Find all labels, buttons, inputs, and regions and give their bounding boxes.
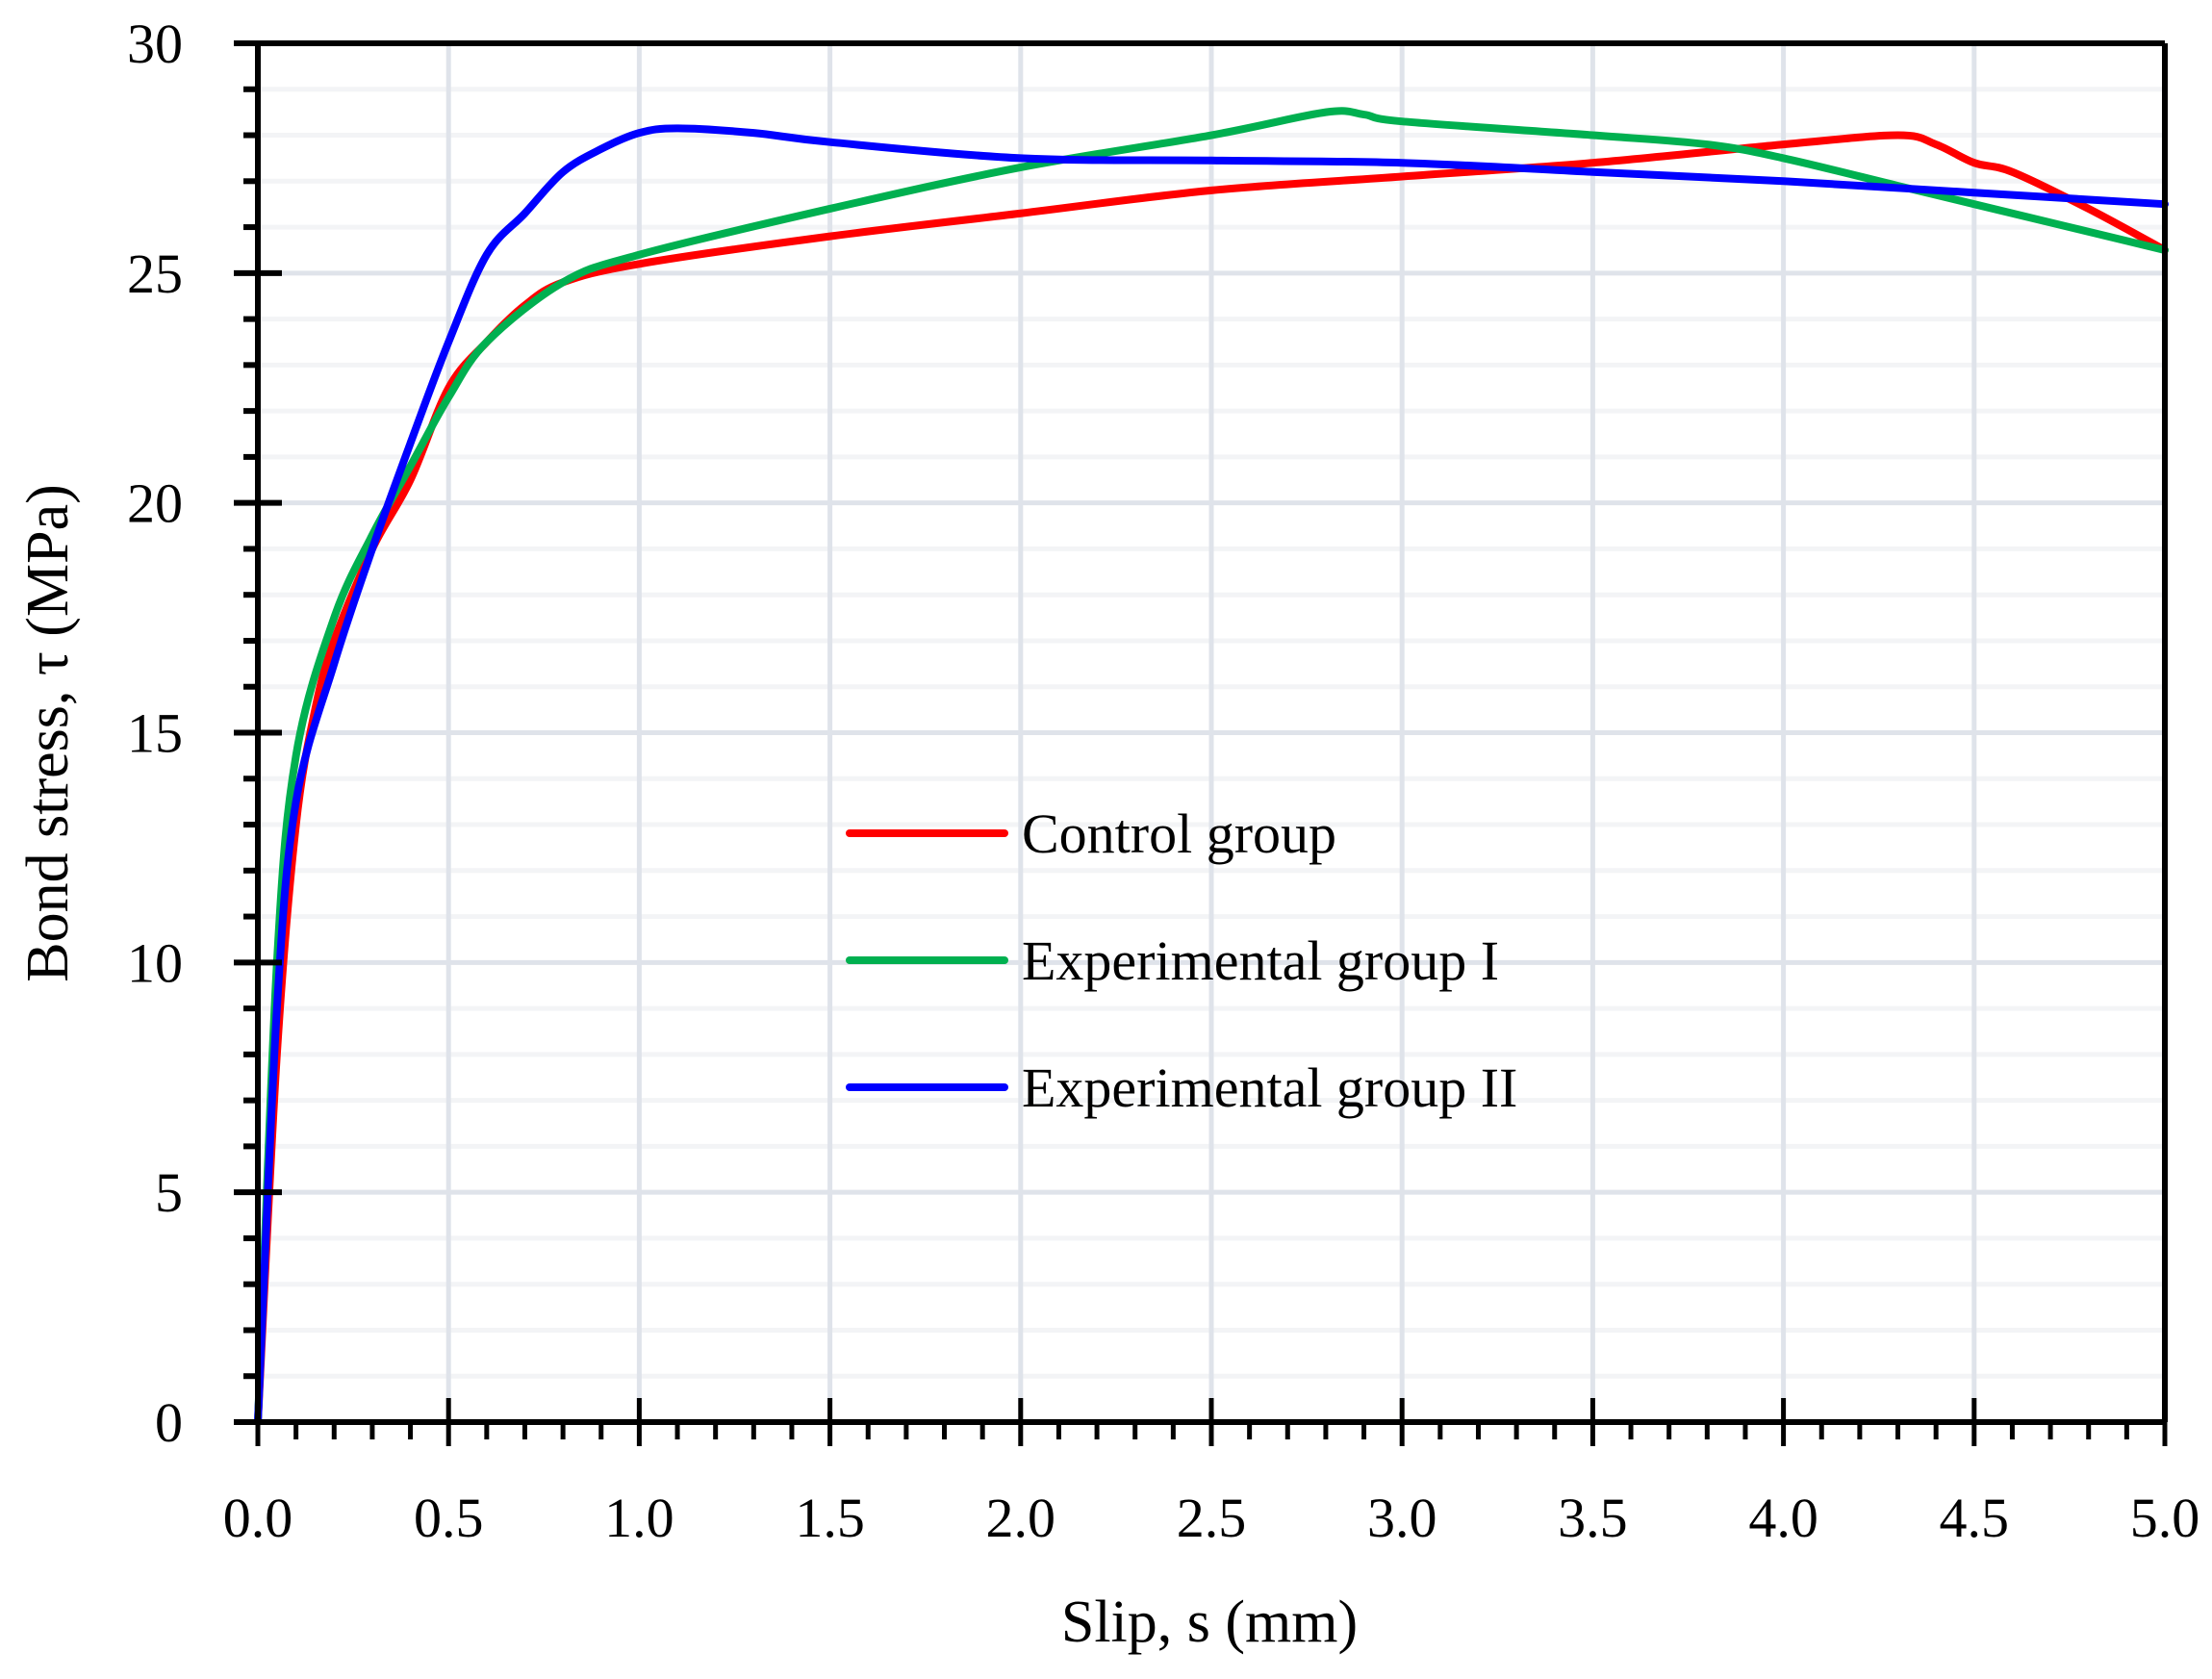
x-tick-label: 2.0 [986, 1487, 1056, 1549]
x-tick-label: 4.0 [1748, 1487, 1818, 1549]
x-tick-label: 2.5 [1177, 1487, 1247, 1549]
x-tick-label: 5.0 [2130, 1487, 2200, 1549]
grid [258, 43, 2165, 1422]
tick-labels: 0 5 10 15 20 25 30 0.0 0.5 1.0 1.5 2.0 2.5 3.0 3.5 4.0 4… [127, 13, 2199, 1549]
legend-label-3: Experimental group II [1022, 1056, 1517, 1119]
x-tick-label: 4.5 [1940, 1487, 2010, 1549]
x-tick-label: 0.5 [414, 1487, 484, 1549]
x-tick-label: 1.5 [795, 1487, 865, 1549]
legend-label-1: Control group [1022, 802, 1336, 865]
legend-label-2: Experimental group I [1022, 929, 1499, 992]
x-tick-label: 3.5 [1558, 1487, 1628, 1549]
y-tick-label: 0 [155, 1391, 183, 1454]
axes [234, 40, 2168, 1446]
y-tick-label: 20 [127, 472, 183, 535]
x-axis-label: Slip, s (mm) [1061, 1590, 1358, 1655]
series-line-3 [254, 124, 2169, 1426]
series-line-2 [254, 107, 2169, 1426]
x-tick-label: 3.0 [1367, 1487, 1437, 1549]
x-tick-label: 0.0 [223, 1487, 293, 1549]
y-tick-label: 30 [127, 13, 183, 75]
y-tick-label: 5 [155, 1161, 183, 1224]
y-tick-label: 25 [127, 242, 183, 305]
x-tick-label: 1.0 [604, 1487, 674, 1549]
y-tick-label: 15 [127, 702, 183, 765]
y-axis-label: Bond stress, τ (MPa) [15, 484, 81, 981]
series-lines [254, 107, 2169, 1426]
legend: Control group Experimental group I Experim… [846, 802, 1517, 1119]
y-tick-label: 10 [127, 931, 183, 994]
